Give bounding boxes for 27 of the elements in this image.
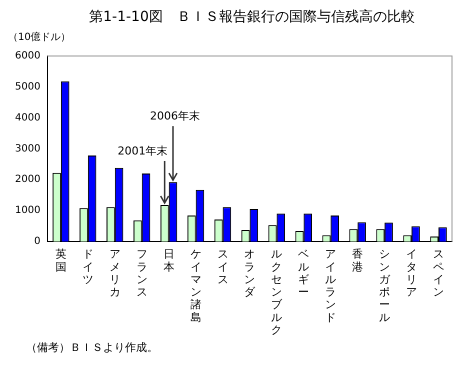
x-tick-label: ルクセンブルク — [271, 248, 284, 337]
chart-title: 第1-1-10図 ＢＩＳ報告銀行の国際与信残高の比較 — [88, 8, 416, 27]
y-tick-label: 1000 — [14, 205, 40, 216]
y-axis-title: （10億ドル） — [8, 30, 71, 44]
y-tick-label: 4000 — [14, 112, 40, 124]
x-tick-label: イタリア — [406, 248, 418, 299]
text: （備考）ＢＩＳより作成。 — [26, 340, 159, 355]
x-tick-label: オランダ — [244, 248, 256, 299]
x-tick-label: フランス — [136, 248, 148, 299]
x-tick-label: ケイマン諸島 — [190, 248, 202, 324]
x-tick-label: ベルギー — [298, 248, 310, 299]
x-tick-label: 英国 — [55, 248, 66, 274]
x-tick-label: アイルランド — [325, 248, 336, 324]
y-tick-label: 2000 — [14, 174, 40, 186]
y-tick-label: 3000 — [14, 143, 40, 154]
x-tick-label: 日本 — [163, 248, 174, 274]
y-tick-label: 5000 — [14, 82, 40, 92]
x-tick-label: アメリカ — [109, 248, 120, 299]
y-tick-label: 6000 — [14, 50, 40, 62]
x-tick-label: スペイン — [433, 248, 444, 299]
x-tick-label: シンガポール — [379, 248, 392, 324]
annotation: 2006年末 — [150, 109, 200, 122]
x-tick-label: スイス — [217, 248, 228, 286]
x-tick-label: 香港 — [352, 248, 364, 274]
x-tick-label: ドイツ — [82, 248, 94, 286]
annotation: 2001年末 — [118, 144, 168, 158]
y-tick-label: 0 — [34, 236, 40, 248]
